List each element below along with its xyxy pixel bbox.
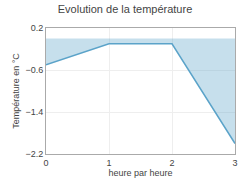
svg-text:heure par heure: heure par heure xyxy=(108,168,172,178)
svg-text:1: 1 xyxy=(106,158,111,168)
svg-text:−1.4: −1.4 xyxy=(25,107,43,117)
svg-text:3: 3 xyxy=(232,158,237,168)
svg-text:Evolution de la température: Evolution de la température xyxy=(58,3,193,15)
svg-text:−2.2: −2.2 xyxy=(25,149,43,159)
svg-text:Température en °C: Température en °C xyxy=(11,53,21,129)
svg-text:0.2: 0.2 xyxy=(31,23,44,33)
svg-text:2: 2 xyxy=(169,158,174,168)
svg-text:−0.6: −0.6 xyxy=(25,65,43,75)
svg-text:0: 0 xyxy=(43,158,48,168)
